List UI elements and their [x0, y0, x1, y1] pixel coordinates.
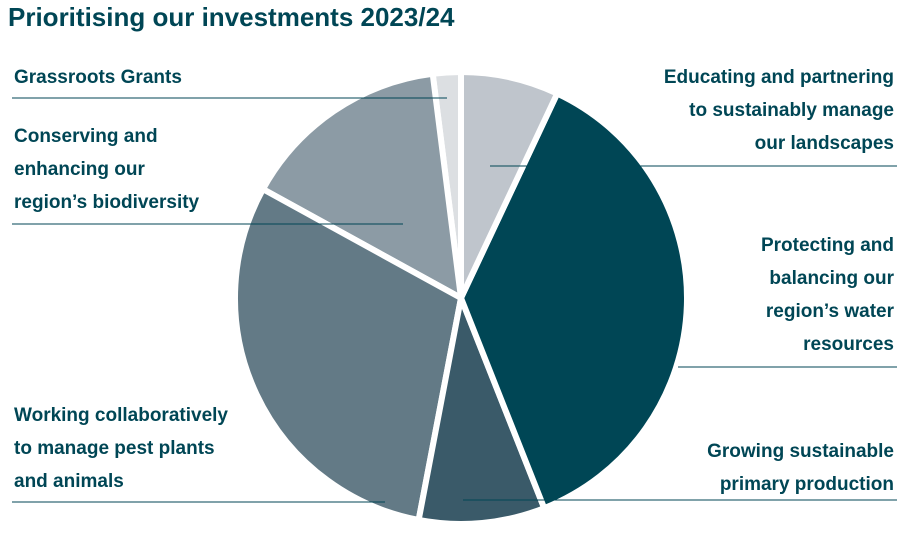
chart-title: Prioritising our investments 2023/24 — [8, 2, 455, 32]
slice-label: Educating and partnering to sustainably … — [663, 67, 894, 154]
pie-slice — [232, 186, 464, 523]
slice-label: Grassroots Grants — [14, 67, 182, 88]
pie-slice — [458, 69, 561, 301]
slice-label: Working collaboratively to manage pest p… — [14, 405, 228, 492]
slice-label: Growing sustainable primary production — [707, 441, 894, 495]
slice-label: Conserving and enhancing our region’s bi… — [14, 126, 200, 213]
slice-label: Protecting and balancing our region’s wa… — [760, 235, 894, 355]
pie-slice — [259, 70, 464, 301]
leader-lines — [12, 97, 897, 503]
pie-slice — [415, 295, 548, 527]
pie-slice — [458, 90, 690, 512]
